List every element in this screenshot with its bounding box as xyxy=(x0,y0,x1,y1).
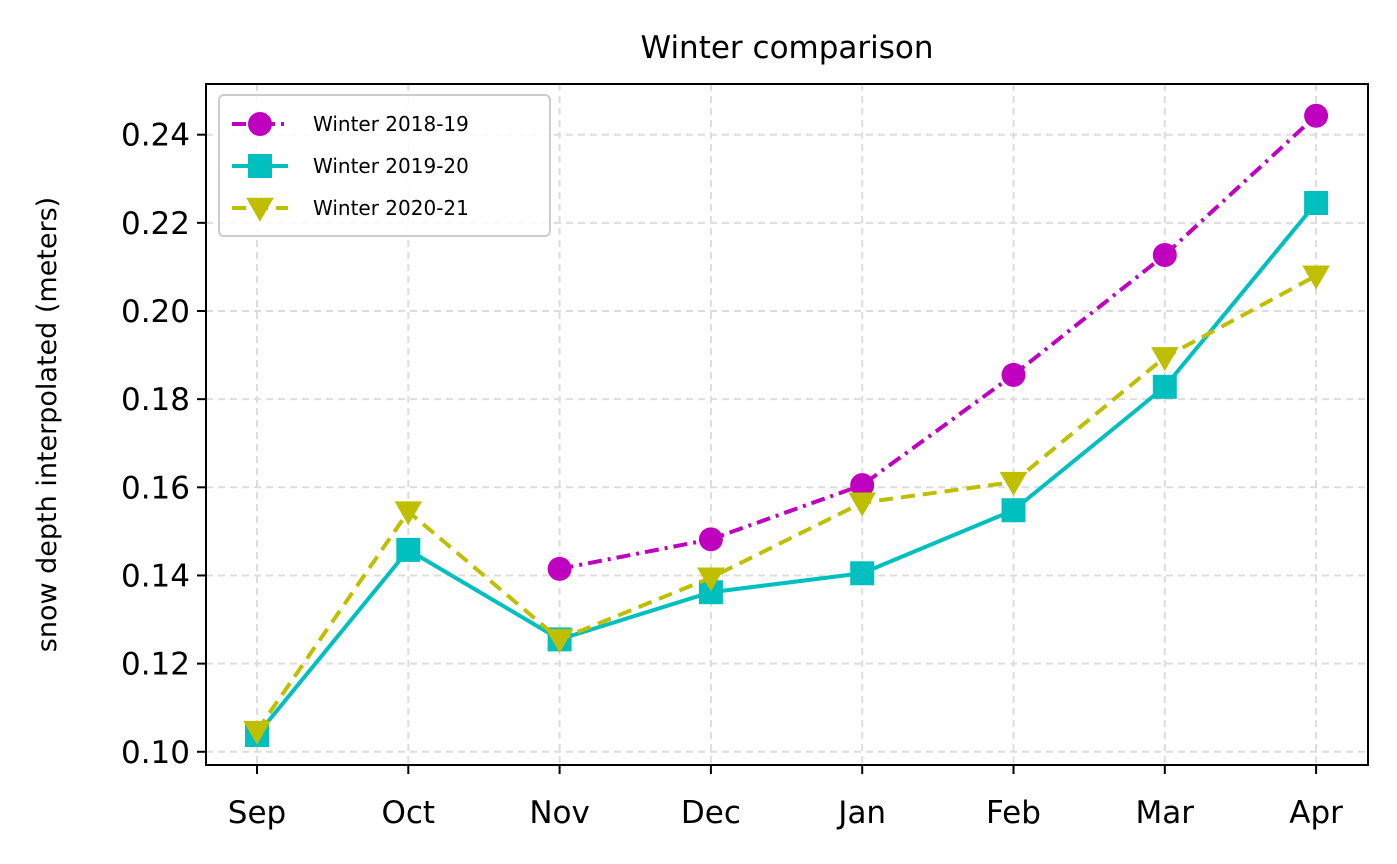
x-tick-label: Feb xyxy=(986,795,1041,831)
series-line xyxy=(559,114,1318,571)
data-point xyxy=(248,112,272,136)
data-point xyxy=(1152,374,1177,399)
legend-label: Winter 2019-20 xyxy=(313,154,469,178)
y-tick-label: 0.20 xyxy=(121,294,190,330)
legend-label: Winter 2018-19 xyxy=(313,112,469,136)
y-tick-label: 0.14 xyxy=(121,558,190,594)
data-point xyxy=(545,629,574,654)
legend-entry: Winter 2020-21 xyxy=(232,196,469,222)
series-winter-2018-19 xyxy=(547,103,1329,581)
data-point xyxy=(1001,362,1026,387)
data-point xyxy=(394,501,423,526)
data-point xyxy=(698,527,723,552)
data-point xyxy=(850,561,875,586)
data-point xyxy=(1151,347,1179,372)
x-tick-label: Jan xyxy=(836,795,886,831)
plot-frame xyxy=(205,83,1369,766)
data-point xyxy=(1304,191,1329,216)
y-tick-label: 0.24 xyxy=(121,118,190,154)
data-point xyxy=(243,720,271,745)
data-point xyxy=(697,567,725,592)
series-winter-2019-20 xyxy=(245,191,1329,748)
y-axis-label: snow depth interpolated (meters) xyxy=(32,197,63,652)
legend-entry: Winter 2019-20 xyxy=(232,154,469,178)
data-point xyxy=(1152,243,1177,268)
data-point xyxy=(848,492,876,517)
series-line xyxy=(255,201,1318,737)
y-tick-label: 0.16 xyxy=(121,470,190,506)
data-point xyxy=(850,473,875,498)
x-tick-label: Apr xyxy=(1289,795,1343,831)
data-point xyxy=(396,537,421,562)
chart-title: Winter comparison xyxy=(640,30,933,66)
data-point xyxy=(999,471,1028,496)
y-tick-label: 0.12 xyxy=(121,647,190,683)
x-tick-label: Nov xyxy=(529,795,590,831)
legend: Winter 2018-19 Winter 2019-20 Winter 2020-… xyxy=(218,94,551,237)
x-tick-label: Sep xyxy=(228,795,286,831)
y-tick-label: 0.10 xyxy=(121,735,190,771)
legend-label: Winter 2020-21 xyxy=(313,196,469,220)
data-point xyxy=(246,197,274,222)
data-point xyxy=(1001,498,1026,523)
x-tick-label: Mar xyxy=(1136,795,1195,831)
x-tick-label: Dec xyxy=(681,795,741,831)
legend-entry: Winter 2018-19 xyxy=(232,112,469,136)
y-tick-label: 0.18 xyxy=(121,382,190,418)
y-tick-label: 0.22 xyxy=(121,206,190,242)
series-winter-2020-21 xyxy=(243,265,1330,745)
legend-box xyxy=(218,94,551,237)
axes: Sep Oct Nov Dec Jan Feb Mar Apr 0.10 0.12 0.14 0.16… xyxy=(121,118,1343,831)
series-group xyxy=(243,103,1330,748)
x-tick-label: Oct xyxy=(381,795,435,831)
data-point xyxy=(1304,103,1329,128)
data-point xyxy=(248,154,272,178)
data-point xyxy=(1302,265,1330,290)
series-line xyxy=(255,273,1318,733)
data-point xyxy=(547,556,572,581)
